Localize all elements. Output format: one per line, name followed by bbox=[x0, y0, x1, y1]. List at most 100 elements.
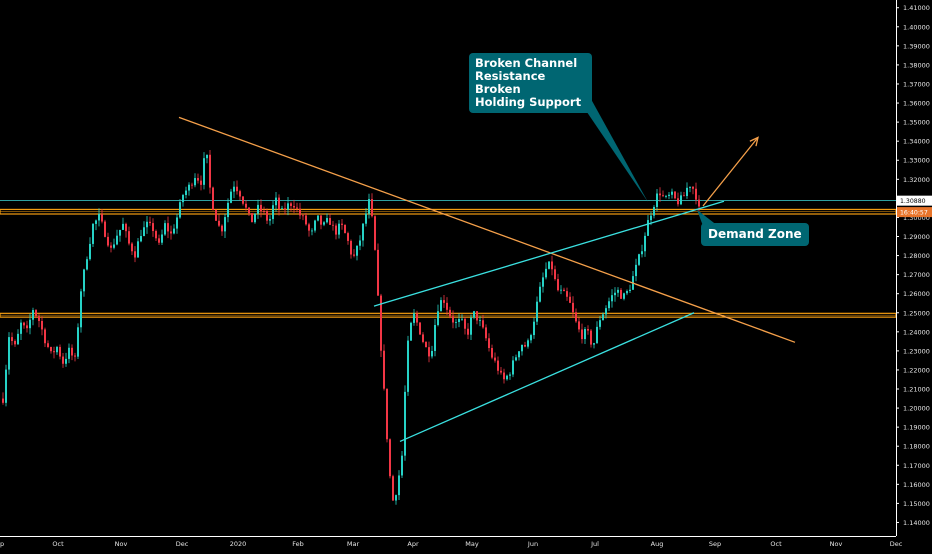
candle-body bbox=[302, 215, 304, 217]
price-tick-label: 1.17000 bbox=[903, 462, 930, 470]
candle-body bbox=[356, 245, 358, 256]
channel-lower[interactable] bbox=[399, 312, 695, 443]
candle-body bbox=[677, 198, 679, 205]
candle-body bbox=[191, 184, 193, 186]
candle-body bbox=[590, 330, 592, 345]
candle-body bbox=[161, 234, 163, 243]
candle-body bbox=[92, 223, 94, 244]
candle-body bbox=[209, 154, 211, 188]
candle-body bbox=[134, 251, 136, 258]
candle-body bbox=[128, 231, 130, 244]
candle-body bbox=[395, 495, 397, 501]
candle-body bbox=[365, 213, 367, 224]
candle-body bbox=[392, 476, 394, 501]
candle-body bbox=[245, 203, 247, 208]
time-tick-label: Oct bbox=[770, 540, 782, 548]
candle-body bbox=[8, 337, 10, 370]
candle-body bbox=[338, 223, 340, 235]
time-tick-label: Sep bbox=[709, 540, 721, 548]
candle-body bbox=[419, 322, 421, 335]
candle-body bbox=[35, 310, 37, 317]
price-tick-label: 1.37000 bbox=[903, 80, 930, 88]
candle-body bbox=[167, 223, 169, 232]
candle-body bbox=[443, 300, 445, 303]
candle-body bbox=[20, 322, 22, 334]
candle-body bbox=[119, 229, 121, 236]
candle-body bbox=[323, 222, 325, 225]
candle-body bbox=[626, 290, 628, 294]
candle-body bbox=[548, 261, 550, 269]
price-tick-label: 1.28000 bbox=[903, 252, 930, 260]
projection-arrow[interactable] bbox=[702, 136, 759, 207]
price-tick-label: 1.41000 bbox=[903, 4, 930, 12]
candle-body bbox=[299, 208, 301, 216]
candle-body bbox=[263, 210, 265, 212]
candle-body bbox=[425, 341, 427, 348]
price-tick-label: 1.30000 bbox=[903, 214, 930, 222]
candle-body bbox=[137, 241, 139, 258]
candle-body bbox=[545, 268, 547, 278]
candle-body bbox=[5, 369, 7, 403]
candle-body bbox=[494, 357, 496, 361]
candle-body bbox=[212, 187, 214, 210]
candle-body bbox=[653, 206, 655, 216]
candle-body bbox=[122, 223, 124, 230]
candle-body bbox=[500, 370, 502, 373]
channel-upper[interactable] bbox=[373, 200, 725, 307]
trendlines[interactable] bbox=[178, 116, 796, 443]
candle-body bbox=[44, 329, 46, 344]
candle-body bbox=[362, 223, 364, 241]
candle-body bbox=[620, 289, 622, 299]
candle-body bbox=[2, 398, 4, 403]
candle-body bbox=[389, 439, 391, 477]
candle-body bbox=[689, 186, 691, 188]
candle-body bbox=[509, 374, 511, 376]
candle-body bbox=[29, 319, 31, 329]
price-tick-label: 1.20000 bbox=[903, 405, 930, 413]
price-tick-label: 1.33000 bbox=[903, 157, 930, 165]
candle-body bbox=[311, 230, 313, 232]
candle-body bbox=[314, 220, 316, 231]
candle-body bbox=[569, 296, 571, 303]
annotation-demand-zone[interactable]: Demand Zone bbox=[701, 223, 809, 246]
candle-body bbox=[350, 240, 352, 255]
time-tick-label: Aug bbox=[651, 540, 664, 548]
candle-body bbox=[230, 191, 232, 203]
candle-body bbox=[110, 245, 112, 248]
candle-body bbox=[599, 320, 601, 327]
candle-body bbox=[458, 318, 460, 323]
candle-body bbox=[527, 340, 529, 347]
candle-body bbox=[86, 259, 88, 270]
candle-body bbox=[542, 277, 544, 287]
candle-body bbox=[56, 346, 58, 353]
descending-trendline[interactable] bbox=[178, 116, 796, 343]
candle-body bbox=[650, 215, 652, 221]
price-tick-label: 1.14000 bbox=[903, 519, 930, 527]
candle-body bbox=[38, 316, 40, 321]
candle-body bbox=[224, 217, 226, 232]
candle-body bbox=[638, 254, 640, 265]
price-tick-label: 1.25000 bbox=[903, 309, 930, 317]
candle-body bbox=[551, 261, 553, 270]
candle-body bbox=[605, 308, 607, 315]
candle-body bbox=[170, 231, 172, 234]
annotation-broken-channel[interactable]: Broken Channel Resistance Broken Holding… bbox=[469, 53, 592, 113]
candle-body bbox=[440, 300, 442, 312]
candle-body bbox=[257, 204, 259, 214]
candle-body bbox=[488, 338, 490, 349]
candle-body bbox=[485, 327, 487, 339]
candle-body bbox=[116, 235, 118, 245]
candle-body bbox=[422, 334, 424, 342]
callout-2-pointer bbox=[697, 209, 718, 226]
candle-body bbox=[227, 202, 229, 218]
time-tick-label: Jul bbox=[590, 540, 599, 548]
candle-body bbox=[197, 178, 199, 181]
time-tick-label: May bbox=[465, 540, 479, 548]
price-tick-label: 1.38000 bbox=[903, 61, 930, 69]
candle-body bbox=[557, 279, 559, 291]
candle-body bbox=[89, 243, 91, 260]
price-tick-label: 1.21000 bbox=[903, 386, 930, 394]
candle-body bbox=[266, 211, 268, 221]
